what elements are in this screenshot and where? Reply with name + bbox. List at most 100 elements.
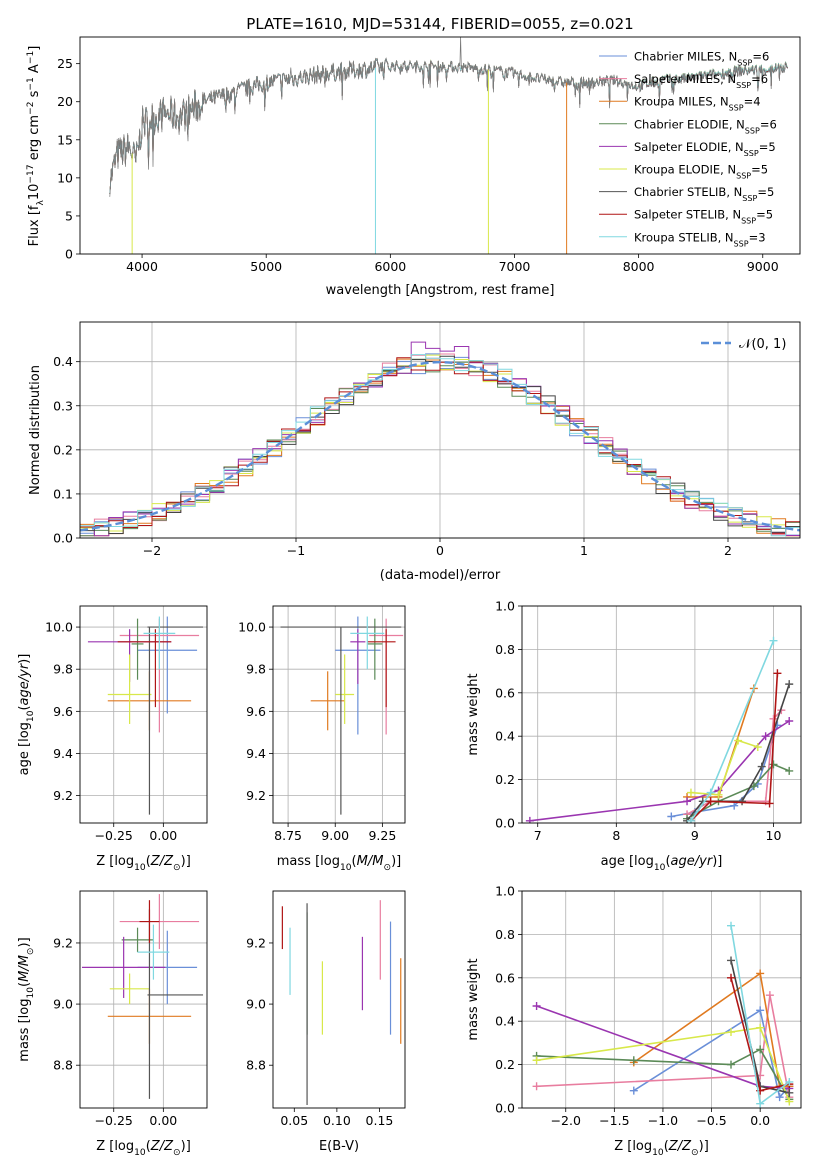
y-tick-label: 8.8 [53,1058,73,1073]
error-bar [107,654,152,724]
weight-line [536,1026,791,1102]
y-tick-label: 0.4 [495,729,515,744]
y-tick-label: 0.2 [53,442,73,457]
x-tick-label: −1 [287,543,305,558]
panel-spectrum: 4000 5000 6000 7000 8000 9000 0 5 10 15 20 25 wavele… [26,36,801,298]
error-bar [81,936,166,998]
legend-entry: Chabrier ELODIE, NSSP=6 [634,117,777,135]
panel-mass-age: 8.75 9.00 9.25 9.2 9.4 9.6 9.8 10.0 mass [log10(… [238,605,406,873]
y-tick-label: 0.8 [495,927,515,942]
weight-marker [686,816,695,823]
x-tick-label: 0.00 [149,828,177,843]
y-axis-label: Normed distribution [28,365,43,495]
weight-marker [738,797,747,806]
weight-marker [629,1086,638,1095]
weight-marker [756,1023,765,1032]
x-axis-label: Z [log10(Z/Z⊙)] [96,1139,191,1158]
weight-marker [525,816,534,823]
x-tick-label: 0.05 [280,1113,308,1128]
x-tick-label: 7 [534,828,542,843]
y-tick-label: 25 [57,56,73,71]
panel-z-age: −0.25 0.00 9.2 9.4 9.6 9.8 10.0 Z [log10(Z/Z⊙)]… [17,605,208,873]
plot-area [109,37,788,254]
y-tick-label: 8.8 [246,1058,266,1073]
weight-marker [706,788,715,797]
x-tick-label: 7000 [499,259,531,274]
x-tick-label: 0.0 [750,1113,770,1128]
panel-z-weight: −2.0 −1.5 −1.0 −0.5 0.0 0.0 0.2 0.4 0.6 0.8 1.0 Z [… [466,884,802,1158]
y-tick-label: 0.4 [53,354,73,369]
weight-marker [532,1002,541,1011]
weight-marker [785,717,794,726]
y-axis-label: mass [log10(M/M⊙)] [17,937,36,1061]
y-tick-label: 10.0 [238,620,266,635]
x-tick-label: 1 [580,543,588,558]
weight-marker [765,991,774,1000]
y-axis-label: mass weight [466,958,481,1040]
y-tick-label: 9.2 [53,935,73,950]
figure-title: PLATE=1610, MJD=53144, FIBERID=0055, z=0… [246,15,633,33]
panel-age-weight: 7 8 9 10 0.0 0.2 0.4 0.6 0.8 1.0 age [log10(age/yr… [466,599,802,873]
x-axis-label: E(B-V) [319,1139,359,1154]
y-tick-label: 0.2 [495,772,515,787]
axes-frame [272,605,406,824]
plot-area [525,636,794,823]
weight-marker [757,762,766,771]
x-tick-label: −0.25 [95,1113,133,1128]
axes-frame [79,36,801,255]
y-tick-label: 0.4 [495,1014,515,1029]
axes-frame [272,890,406,1109]
error-bar [109,973,150,1005]
weight-line [690,739,759,796]
axes-frame [79,605,208,824]
y-tick-label: 5 [65,208,73,223]
x-tick-label: 2 [724,543,732,558]
weight-marker [686,788,695,797]
error-bar [121,927,154,953]
error-bar [310,671,345,731]
weight-marker [727,1060,736,1069]
error-bar [280,626,402,815]
x-tick-label: 8.75 [274,828,302,843]
plot-area [81,894,204,1099]
weight-marker [727,973,736,982]
weight-marker [667,812,676,821]
plot-area [80,341,800,537]
legend-entry: Chabrier STELIB, NSSP=5 [634,185,774,203]
y-tick-label: 10 [57,170,73,185]
y-tick-label: 0.0 [495,816,515,831]
weight-marker [775,1093,784,1102]
legend-entry: Kroupa ELODIE, NSSP=5 [634,163,768,181]
x-axis-label: age [log10(age/yr)] [601,854,723,873]
x-tick-label: 10 [766,828,782,843]
x-axis-label: (data-model)/error [380,568,501,583]
x-axis-label: wavelength [Angstrom, rest frame] [326,283,555,298]
weight-marker [727,921,736,930]
weight-marker [706,797,715,806]
error-bar [350,616,385,670]
y-tick-label: 10.0 [45,620,73,635]
y-tick-label: 15 [57,132,73,147]
y-axis-label: Flux [fλ10−17 erg cm−2 s−1 A−1] [26,46,46,247]
legend-entry: Salpeter ELODIE, NSSP=5 [634,140,776,158]
y-axis-label: mass weight [466,673,481,755]
error-bar [139,900,160,943]
plot-area [532,921,794,1108]
y-tick-label: 9.8 [246,662,266,677]
weight-marker [785,766,794,775]
x-tick-label: −2.0 [551,1113,581,1128]
plot-area [280,616,404,815]
legend-entry: Salpeter STELIB, NSSP=5 [634,208,773,226]
weight-marker [761,732,770,741]
legend-entry: Salpeter MILES, NSSP=6 [634,72,768,90]
error-bar [143,616,176,670]
spectrum-data-line [109,37,788,197]
y-tick-label: 0.0 [495,1101,515,1116]
y-tick-label: 9.2 [246,935,266,950]
x-tick-label: 0 [436,543,444,558]
error-bar [367,629,396,708]
y-tick-label: 0.3 [53,398,73,413]
weight-marker [727,956,736,965]
error-bar [137,924,170,980]
